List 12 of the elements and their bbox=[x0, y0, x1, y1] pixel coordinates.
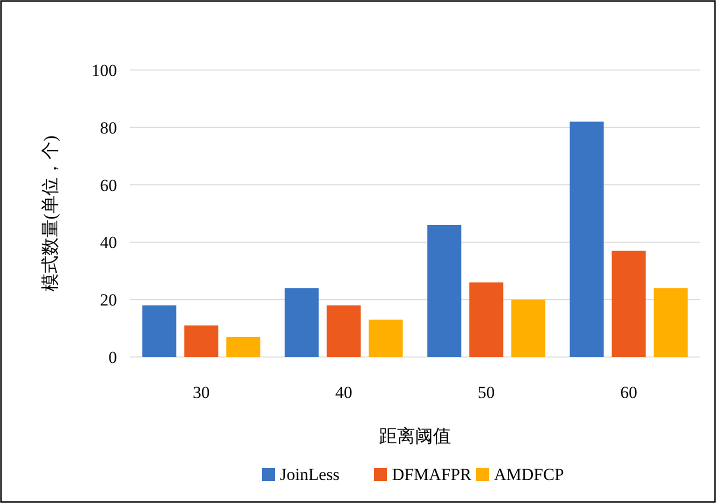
xtick: 60 bbox=[620, 383, 638, 402]
xtick: 40 bbox=[335, 383, 352, 402]
xtick: 30 bbox=[192, 383, 210, 402]
xtick: 50 bbox=[478, 383, 495, 402]
ylabel: 模式数量(单位，个) bbox=[40, 136, 60, 292]
ytick: 60 bbox=[100, 176, 117, 195]
ytick: 0 bbox=[108, 348, 117, 367]
ytick: 40 bbox=[100, 233, 117, 252]
ytick: 80 bbox=[100, 118, 117, 138]
ytick: 20 bbox=[100, 290, 117, 310]
xlabel: 距离阈值 bbox=[379, 426, 451, 446]
ytick: 100 bbox=[92, 61, 117, 80]
